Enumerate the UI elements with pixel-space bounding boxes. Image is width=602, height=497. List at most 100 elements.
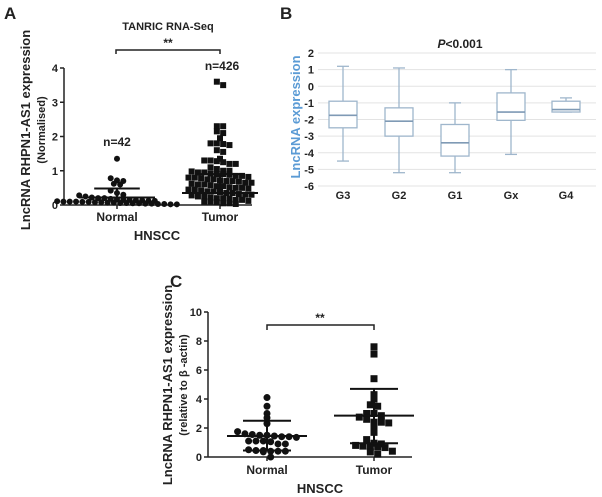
y-tick-label: -6 (304, 181, 314, 193)
group-count-tumor-a: n=426 (205, 59, 240, 73)
data-point-normal (110, 199, 117, 206)
data-point-tumor (366, 443, 374, 451)
data-point-tumor (207, 164, 214, 171)
data-point-tumor (226, 184, 233, 191)
title-rest: <0.001 (445, 37, 482, 51)
data-point-tumor (210, 176, 217, 183)
data-point-tumor (245, 185, 252, 192)
data-point-tumor (188, 192, 195, 199)
box-g1 (440, 123, 470, 157)
data-point-normal (73, 198, 80, 205)
data-point-normal (259, 437, 267, 445)
data-point-tumor (194, 193, 201, 200)
x-axis-label-a: HNSCC (134, 228, 181, 243)
data-point-normal (274, 440, 282, 448)
y-tick-label: 4 (196, 394, 203, 406)
data-point-tumor (232, 160, 239, 167)
gridlines-b: -6 -5 -4 -3 -2 -1 0 1 2 (304, 48, 596, 193)
data-point-normal (167, 201, 174, 208)
data-point-tumor (220, 148, 227, 155)
data-point-tumor (242, 191, 249, 198)
data-point-tumor (194, 169, 201, 176)
box-g4 (551, 100, 581, 113)
data-point-normal (154, 200, 161, 207)
y-tick-label: -1 (304, 98, 314, 110)
data-point-tumor (213, 128, 220, 135)
data-point-normal (142, 200, 149, 207)
data-point-normal (173, 201, 180, 208)
data-point-normal (114, 155, 120, 162)
data-point-tumor (201, 198, 208, 205)
data-point-tumor (188, 168, 195, 175)
data-point-tumor (366, 401, 374, 409)
data-point-tumor (363, 415, 371, 423)
data-point-tumor (213, 195, 220, 202)
panel-b: B P<0.001 LncRNA expression -6 -5 -4 -3 -2 -1… (280, 4, 596, 202)
data-points-a (54, 78, 258, 208)
data-point-tumor (204, 188, 211, 195)
x-tick-label-tumor-a: Tumor (202, 210, 239, 224)
data-point-normal (104, 199, 111, 206)
data-point-tumor (198, 187, 205, 194)
data-point-tumor (235, 191, 242, 198)
x-tick-label-g2: G2 (392, 190, 407, 202)
x-tick-label-g3: G3 (336, 190, 351, 202)
data-point-normal (263, 394, 271, 402)
data-point-tumor (226, 200, 233, 207)
data-point-tumor (207, 140, 214, 147)
data-point-tumor (220, 183, 227, 190)
data-point-tumor (374, 402, 382, 410)
y-axis-sublabel-a: (Normalised) (36, 96, 48, 164)
data-point-normal (259, 448, 267, 456)
y-tick-label: 8 (196, 336, 202, 348)
y-axis-sublabel-c: (relative to β -actin) (178, 334, 190, 436)
data-point-tumor (377, 418, 385, 426)
data-point-normal (123, 199, 130, 206)
y-tick-label: 10 (190, 307, 202, 319)
data-points-c (227, 343, 414, 461)
data-point-normal (252, 437, 260, 445)
significance-bracket-c (266, 324, 375, 330)
y-tick-label: 1 (52, 166, 58, 178)
data-point-tumor (366, 448, 374, 456)
x-tick-label-tumor-c: Tumor (356, 463, 393, 477)
box-g3 (328, 100, 358, 129)
data-point-tumor (220, 130, 227, 137)
data-point-normal (263, 414, 271, 422)
data-point-tumor (220, 167, 227, 174)
y-tick-label: 2 (308, 48, 314, 60)
y-tick-label: 2 (196, 423, 202, 435)
x-axis-label-c: HNSCC (297, 481, 344, 496)
data-point-normal (267, 438, 275, 446)
data-point-tumor (220, 123, 227, 130)
data-point-tumor (207, 182, 214, 189)
data-point-normal (281, 440, 289, 448)
x-tick-label-gx: Gx (504, 190, 520, 202)
data-point-normal (263, 402, 271, 410)
y-axis-label-b: LncRNA expression (288, 55, 303, 178)
data-point-tumor (232, 184, 239, 191)
data-point-tumor (226, 142, 233, 149)
data-point-normal (117, 181, 124, 188)
x-tick-label-normal-a: Normal (96, 210, 137, 224)
data-point-normal (110, 180, 117, 187)
data-point-normal (292, 433, 300, 441)
data-point-normal (66, 198, 73, 205)
data-point-normal (91, 199, 98, 206)
y-tick-label: -4 (304, 148, 315, 160)
data-point-tumor (213, 199, 220, 206)
y-axis-label-a: LncRNA RHPN1-AS1 expression (18, 30, 33, 230)
data-point-tumor (245, 197, 252, 204)
data-point-normal (98, 199, 105, 206)
boxes-b: G3 G2 G1 Gx G4 (328, 65, 581, 202)
box-g2 (384, 107, 414, 137)
data-point-tumor (239, 196, 246, 203)
y-axis-label-c: LncRNA RHPN1-AS1 expression (160, 285, 175, 485)
y-tick-label: 6 (196, 365, 202, 377)
data-point-tumor (201, 181, 208, 188)
panel-label-a: A (4, 4, 16, 23)
x-tick-label-g4: G4 (559, 190, 575, 202)
data-point-normal (79, 198, 86, 205)
data-point-tumor (239, 172, 246, 179)
